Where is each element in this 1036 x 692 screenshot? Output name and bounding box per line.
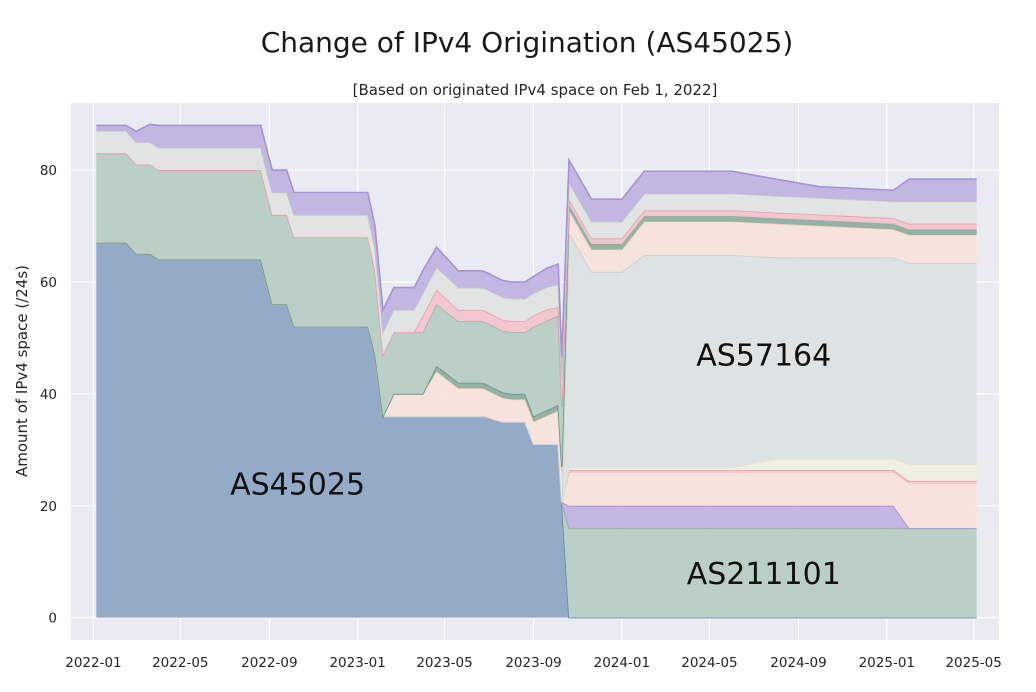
area-other-peach-high xyxy=(96,210,977,502)
chart-subtitle: [Based on originated IPv4 space on Feb 1… xyxy=(353,81,718,99)
stacked-areas xyxy=(96,123,977,619)
y-tick-label: 0 xyxy=(48,611,57,627)
annotation-as45025: AS45025 xyxy=(230,467,365,502)
x-tick-label: 2024-01 xyxy=(594,655,650,671)
x-tick-label: 2025-05 xyxy=(945,655,1001,671)
x-tick-label: 2023-05 xyxy=(416,655,472,671)
y-axis-label: Amount of IPv4 space (/24s) xyxy=(13,265,31,477)
chart-title: Change of IPv4 Origination (AS45025) xyxy=(261,26,794,59)
y-tick-label: 80 xyxy=(40,163,57,179)
annotation-as57164: AS57164 xyxy=(696,339,831,374)
annotation-as211101: AS211101 xyxy=(687,557,841,592)
area-AS57164 xyxy=(96,232,977,503)
area-other-pink-mid xyxy=(96,153,977,407)
area-annotations: AS45025 AS57164 AS211101 xyxy=(230,339,841,592)
y-tick-label: 60 xyxy=(40,275,57,291)
x-tick-label: 2024-09 xyxy=(770,655,826,671)
area-AS45025-upstream xyxy=(96,153,977,467)
y-axis-ticks: 0 20 40 60 80 xyxy=(40,163,57,627)
x-tick-label: 2024-05 xyxy=(681,655,737,671)
x-tick-label: 2023-09 xyxy=(505,655,561,671)
area-other-peach-low xyxy=(96,242,977,529)
area-other-teal xyxy=(96,204,977,473)
x-axis-ticks: 2022-01 2022-05 2022-09 2023-01 2023-05 2023-… xyxy=(65,655,1002,671)
x-tick-label: 2025-01 xyxy=(859,655,915,671)
area-other-grey xyxy=(96,131,977,400)
x-tick-label: 2022-01 xyxy=(65,655,121,671)
x-tick-label: 2022-05 xyxy=(152,655,208,671)
area-edge-other-purple-high xyxy=(96,123,977,358)
area-AS45025 xyxy=(96,242,977,618)
x-tick-label: 2022-09 xyxy=(241,655,297,671)
x-tick-label: 2023-01 xyxy=(329,655,385,671)
y-tick-label: 40 xyxy=(40,387,57,403)
y-tick-label: 20 xyxy=(40,499,57,515)
area-other-purple-high xyxy=(96,124,977,379)
area-AS211101 xyxy=(96,242,977,618)
